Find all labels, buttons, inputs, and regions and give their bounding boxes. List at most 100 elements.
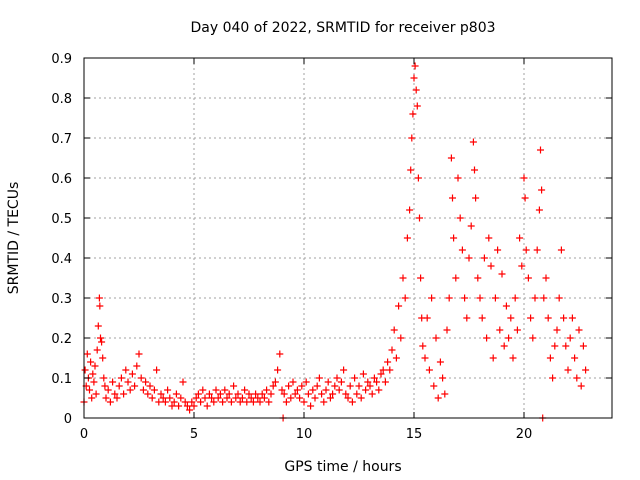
data-point bbox=[164, 386, 172, 394]
data-point bbox=[575, 326, 583, 334]
data-point bbox=[86, 386, 93, 394]
data-point bbox=[318, 390, 326, 398]
data-points bbox=[80, 62, 590, 422]
data-point bbox=[100, 374, 108, 382]
data-point bbox=[562, 342, 570, 350]
data-point bbox=[139, 386, 147, 394]
data-point bbox=[485, 234, 493, 242]
data-point bbox=[216, 390, 224, 398]
data-point bbox=[329, 390, 337, 398]
data-point bbox=[414, 174, 422, 182]
data-point bbox=[280, 390, 288, 398]
data-point bbox=[417, 274, 425, 282]
data-point bbox=[456, 214, 464, 222]
y-tick-label: 0.7 bbox=[51, 132, 72, 147]
data-point bbox=[469, 138, 477, 146]
data-point bbox=[368, 390, 376, 398]
data-point bbox=[234, 390, 242, 398]
data-point bbox=[555, 294, 563, 302]
data-point bbox=[159, 394, 167, 402]
data-point bbox=[449, 194, 456, 202]
data-point bbox=[340, 366, 348, 374]
data-point bbox=[168, 402, 176, 410]
data-point bbox=[364, 378, 372, 386]
data-point bbox=[509, 354, 517, 362]
data-point bbox=[212, 386, 220, 394]
data-point bbox=[285, 382, 293, 390]
data-point bbox=[265, 398, 273, 406]
data-point bbox=[146, 382, 154, 390]
data-point bbox=[520, 174, 528, 182]
data-point bbox=[190, 402, 198, 410]
data-point bbox=[472, 194, 480, 202]
data-point bbox=[97, 334, 104, 342]
data-point bbox=[249, 398, 257, 406]
data-point bbox=[258, 390, 266, 398]
data-point bbox=[153, 366, 161, 374]
x-axis-ticks: 0 5 10 15 20 bbox=[80, 58, 532, 442]
x-tick-label: 15 bbox=[406, 427, 423, 442]
data-point bbox=[315, 374, 323, 382]
data-point bbox=[183, 402, 191, 410]
data-point bbox=[131, 382, 139, 390]
data-point bbox=[96, 302, 104, 310]
y-tick-label: 0.8 bbox=[51, 92, 72, 107]
y-tick-label: 0.2 bbox=[51, 332, 72, 347]
data-point bbox=[421, 354, 429, 362]
data-point bbox=[274, 366, 282, 374]
data-point bbox=[351, 374, 359, 382]
data-point bbox=[496, 326, 504, 334]
data-point bbox=[263, 386, 271, 394]
data-point bbox=[208, 394, 216, 402]
data-point bbox=[311, 394, 319, 402]
data-point bbox=[320, 398, 328, 406]
data-point bbox=[502, 302, 510, 310]
data-point bbox=[161, 398, 169, 406]
data-point bbox=[411, 62, 419, 70]
data-point bbox=[366, 382, 374, 390]
data-point bbox=[434, 394, 442, 402]
data-point bbox=[188, 398, 196, 406]
data-point bbox=[408, 134, 416, 142]
data-point bbox=[300, 398, 308, 406]
data-point bbox=[573, 374, 581, 382]
data-point bbox=[557, 246, 565, 254]
data-point bbox=[113, 394, 121, 402]
data-point bbox=[177, 394, 185, 402]
data-point bbox=[566, 334, 574, 342]
data-point bbox=[155, 398, 163, 406]
data-point bbox=[289, 378, 297, 386]
data-point bbox=[399, 274, 407, 282]
data-point bbox=[386, 366, 394, 374]
data-point bbox=[511, 294, 519, 302]
data-point bbox=[260, 394, 268, 402]
data-point bbox=[243, 398, 251, 406]
data-point bbox=[560, 314, 568, 322]
data-point bbox=[252, 390, 260, 398]
x-axis-title: GPS time / hours bbox=[284, 459, 401, 475]
data-point bbox=[410, 74, 418, 82]
y-axis-title: SRMTID / TECUs bbox=[6, 182, 22, 295]
data-point bbox=[179, 378, 187, 386]
data-point bbox=[458, 246, 466, 254]
data-point bbox=[324, 378, 332, 386]
data-point bbox=[507, 314, 515, 322]
data-point bbox=[535, 206, 543, 214]
data-point bbox=[106, 398, 114, 406]
data-point bbox=[205, 390, 213, 398]
data-point bbox=[540, 294, 548, 302]
data-point bbox=[476, 294, 484, 302]
data-point bbox=[186, 406, 194, 414]
data-point bbox=[542, 274, 550, 282]
data-point bbox=[170, 398, 178, 406]
data-point bbox=[166, 394, 174, 402]
data-point bbox=[407, 166, 415, 174]
data-point bbox=[115, 382, 123, 390]
data-point bbox=[392, 354, 400, 362]
data-point bbox=[443, 326, 451, 334]
data-point bbox=[230, 382, 238, 390]
data-point bbox=[401, 294, 409, 302]
data-point bbox=[483, 334, 491, 342]
data-point bbox=[267, 390, 275, 398]
data-point bbox=[278, 386, 286, 394]
